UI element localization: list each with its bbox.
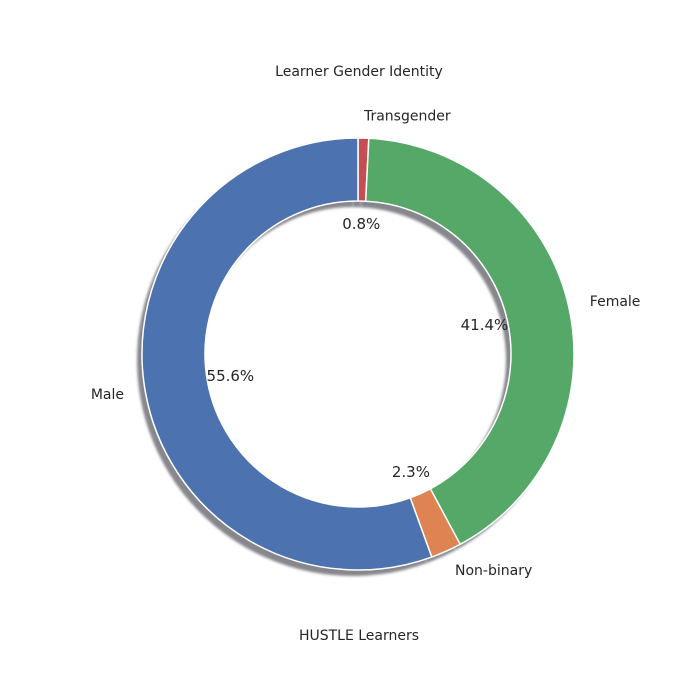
slice-label-female: Female [590, 294, 641, 310]
percent-label-male: 55.6% [207, 367, 255, 385]
x-axis-label: HUSTLE Learners [299, 628, 419, 644]
slice-label-male: Male [91, 387, 124, 403]
slice-labels: Transgender Female Non-binary Male [91, 108, 641, 578]
donut-slices [141, 137, 575, 571]
slice-label-transgender: Transgender [363, 108, 451, 124]
percent-labels: 0.8% 41.4% 2.3% 55.6% [207, 215, 509, 481]
slice-label-non-binary: Non-binary [455, 563, 532, 579]
percent-label-transgender: 0.8% [342, 215, 380, 233]
slice-male [141, 137, 433, 571]
chart-title: Learner Gender Identity [275, 64, 443, 80]
percent-label-non-binary: 2.3% [392, 463, 430, 481]
percent-label-female: 41.4% [461, 316, 509, 334]
slice-female [364, 137, 575, 546]
